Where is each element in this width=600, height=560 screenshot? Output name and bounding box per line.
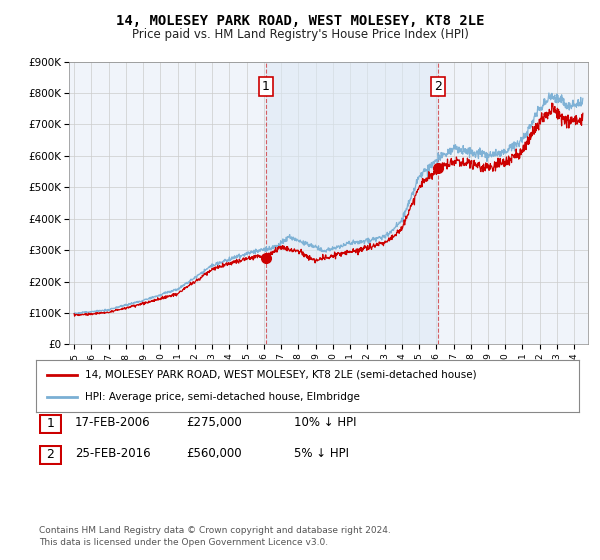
- Text: Contains HM Land Registry data © Crown copyright and database right 2024.
This d: Contains HM Land Registry data © Crown c…: [39, 526, 391, 547]
- Text: £275,000: £275,000: [186, 416, 242, 430]
- Text: 5% ↓ HPI: 5% ↓ HPI: [294, 447, 349, 460]
- Text: 14, MOLESEY PARK ROAD, WEST MOLESEY, KT8 2LE: 14, MOLESEY PARK ROAD, WEST MOLESEY, KT8…: [116, 14, 484, 28]
- Text: 17-FEB-2006: 17-FEB-2006: [75, 416, 151, 430]
- Text: 2: 2: [434, 80, 442, 93]
- Text: 25-FEB-2016: 25-FEB-2016: [75, 447, 151, 460]
- Text: 1: 1: [262, 80, 270, 93]
- Text: HPI: Average price, semi-detached house, Elmbridge: HPI: Average price, semi-detached house,…: [85, 392, 360, 402]
- Text: £560,000: £560,000: [186, 447, 242, 460]
- Text: 14, MOLESEY PARK ROAD, WEST MOLESEY, KT8 2LE (semi-detached house): 14, MOLESEY PARK ROAD, WEST MOLESEY, KT8…: [85, 370, 476, 380]
- Text: Price paid vs. HM Land Registry's House Price Index (HPI): Price paid vs. HM Land Registry's House …: [131, 28, 469, 41]
- Bar: [266, 62, 439, 344]
- Text: 1: 1: [46, 417, 55, 431]
- Text: 2: 2: [46, 448, 55, 461]
- Text: 10% ↓ HPI: 10% ↓ HPI: [294, 416, 356, 430]
